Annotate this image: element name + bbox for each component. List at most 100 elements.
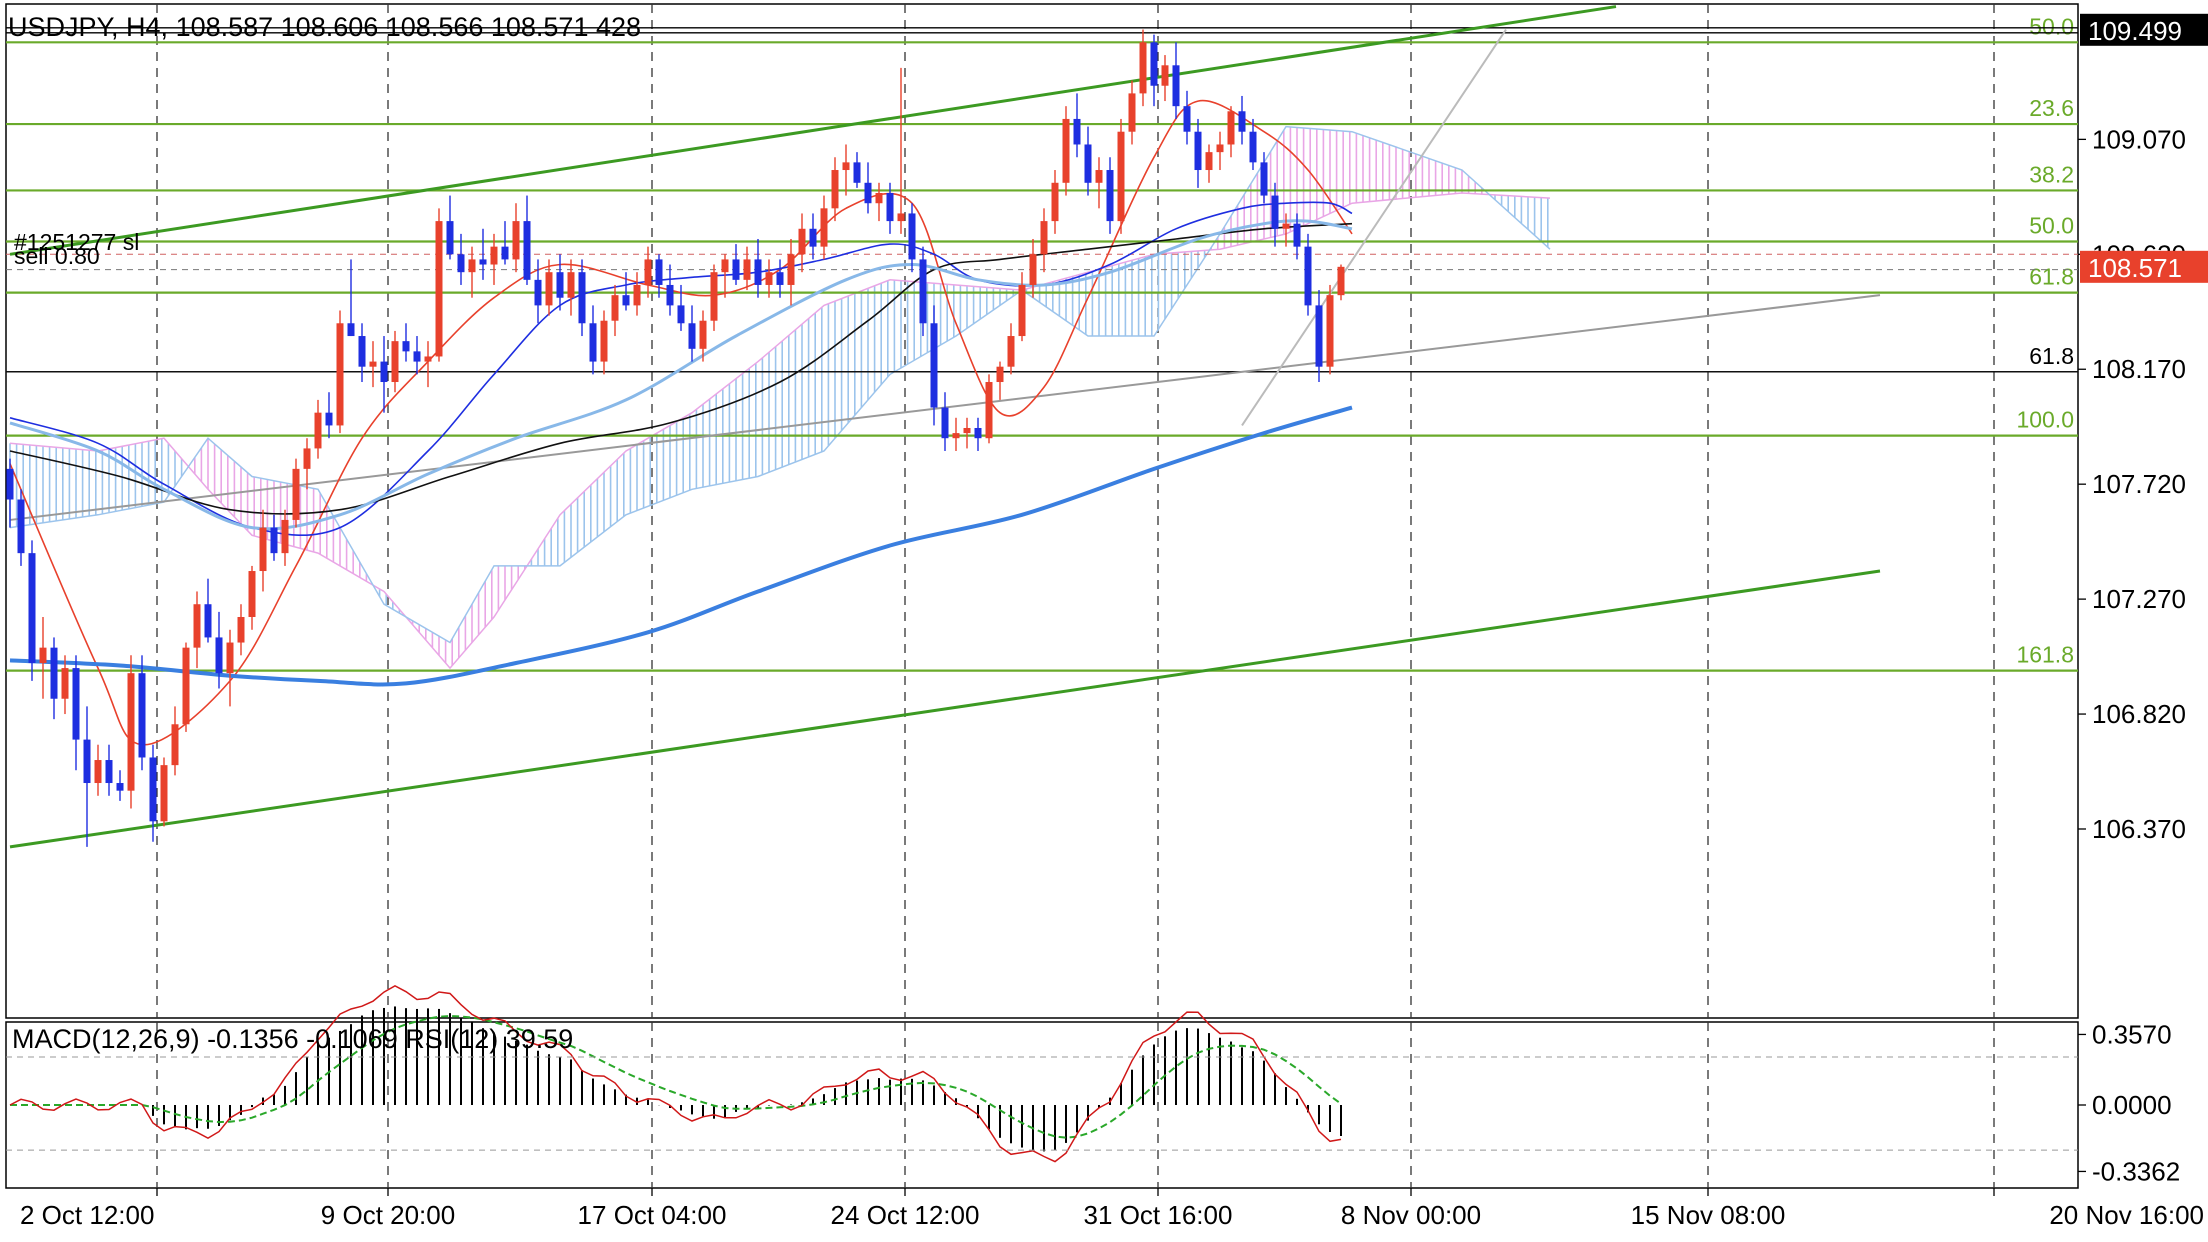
candle-body-55	[611, 295, 619, 321]
candle-body-54	[600, 320, 608, 362]
candle-body-78	[864, 182, 872, 204]
hline-label-0: 61.8	[2029, 343, 2074, 369]
candle-body-68	[754, 259, 762, 285]
candle-body-86	[952, 433, 960, 439]
price-axis: 109.070108.620108.170107.720107.270106.8…	[2078, 13, 2208, 844]
candle-body-47	[523, 221, 531, 280]
candle-body-8	[94, 760, 102, 784]
candle-body-46	[512, 221, 520, 260]
overlay-ma_long	[9, 405, 1353, 687]
macd-panel: 0.3570 0.0000 -0.3362	[6, 984, 2180, 1186]
candle-body-23	[259, 527, 267, 572]
macd-title: MACD(12,26,9) -0.1356 -0.1069 RSI(12) 39…	[12, 1024, 573, 1054]
macd-ytick-label-0: 0.3570	[2092, 1019, 2172, 1049]
ytick-label-4: 107.270	[2092, 584, 2186, 614]
xtick-label-2: 17 Oct 04:00	[578, 1200, 727, 1230]
candle-body-11	[127, 673, 135, 791]
trendline-channel_lower	[9, 569, 1881, 849]
candle-body-85	[941, 407, 949, 439]
candle-body-84	[930, 323, 938, 408]
candle-body-100	[1106, 170, 1114, 222]
ytick-label-6: 106.370	[2092, 814, 2186, 844]
candle-body-72	[798, 228, 806, 255]
candle-body-87	[963, 427, 971, 434]
candle-body-64	[710, 272, 718, 321]
candle-body-110	[1216, 144, 1224, 153]
candle-body-7	[83, 739, 91, 784]
candle-body-96	[1062, 118, 1070, 183]
candle-body-32	[358, 336, 366, 367]
candle-body-104	[1150, 42, 1158, 86]
candle-body-4	[50, 647, 58, 699]
price-tag-upper-label: 109.499	[2088, 16, 2182, 46]
xtick-label-0: 2 Oct 12:00	[20, 1200, 154, 1230]
candle-body-102	[1128, 93, 1136, 132]
candle-body-6	[72, 668, 80, 740]
candle-body-28	[314, 412, 322, 449]
candle-body-118	[1304, 246, 1312, 306]
candle-body-3	[39, 647, 47, 663]
candle-body-42	[468, 259, 476, 273]
candle-body-13	[149, 757, 157, 822]
overlay-ma_fast	[9, 99, 1353, 746]
candle-body-5	[61, 668, 69, 699]
candle-body-15	[171, 724, 179, 766]
xtick-label-5: 8 Nov 00:00	[1341, 1200, 1481, 1230]
fibonacci-levels: 50.0 23.6 38.2 50.0 61.8 100.0 161.8 61.8	[6, 13, 2078, 672]
candle-body-79	[875, 193, 883, 204]
candle-body-76	[842, 162, 850, 171]
candle-body-113	[1249, 131, 1257, 163]
overlay-ma_light	[9, 219, 1353, 531]
ytick-label-5: 106.820	[2092, 699, 2186, 729]
candle-body-17	[193, 604, 201, 648]
candle-body-103	[1139, 42, 1147, 94]
candle-body-2	[28, 553, 36, 663]
candle-body-56	[622, 295, 630, 306]
candle-body-95	[1051, 182, 1059, 222]
candle-body-34	[380, 361, 388, 383]
candle-body-114	[1260, 162, 1268, 196]
candle-body-81	[897, 213, 905, 222]
candle-body-59	[655, 259, 663, 285]
candle-body-71	[787, 254, 795, 285]
symbol-info: USDJPY, H4, 108.587 108.606 108.566 108.…	[8, 12, 641, 42]
fib-label-5: 100.0	[2016, 407, 2074, 433]
candle-body-93	[1029, 254, 1037, 285]
candle-body-99	[1095, 170, 1103, 183]
candle-body-90	[996, 366, 1004, 383]
candle-body-19	[215, 637, 223, 674]
fib-label-6: 161.8	[2016, 642, 2074, 668]
candle-body-50	[556, 272, 564, 298]
candle-body-112	[1238, 111, 1246, 132]
ichimoku-cloud	[9, 125, 1551, 670]
candle-body-67	[743, 259, 751, 280]
candle-body-69	[765, 272, 773, 285]
candle-body-82	[908, 213, 916, 260]
candle-body-14	[160, 765, 168, 822]
candle-body-27	[303, 448, 311, 469]
fib-label-1: 23.6	[2029, 95, 2074, 121]
candle-body-101	[1117, 131, 1125, 222]
candle-body-1	[17, 499, 25, 554]
candle-body-60	[666, 284, 674, 306]
fib-label-4: 61.8	[2029, 264, 2074, 290]
candle-body-25	[281, 519, 289, 554]
candle-body-33	[369, 361, 377, 367]
trendline-grey_diagonal	[1241, 28, 1507, 426]
candle-body-83	[919, 259, 927, 324]
candle-body-43	[479, 259, 487, 265]
candle-body-44	[490, 246, 498, 265]
candle-body-98	[1084, 144, 1092, 183]
order-ticket-label: #1251277 sl	[14, 229, 139, 255]
candle-body-106	[1172, 65, 1180, 107]
candle-body-77	[853, 162, 861, 183]
candle-body-49	[545, 272, 553, 306]
price-tag-upper-bg	[2080, 13, 2208, 46]
macd-signal-line	[10, 1014, 1342, 1139]
candle-body-80	[886, 193, 894, 222]
candle-body-57	[633, 284, 641, 306]
trendline-channel_upper	[9, 5, 1617, 256]
candle-body-45	[501, 246, 509, 260]
candle-body-31	[347, 323, 355, 337]
